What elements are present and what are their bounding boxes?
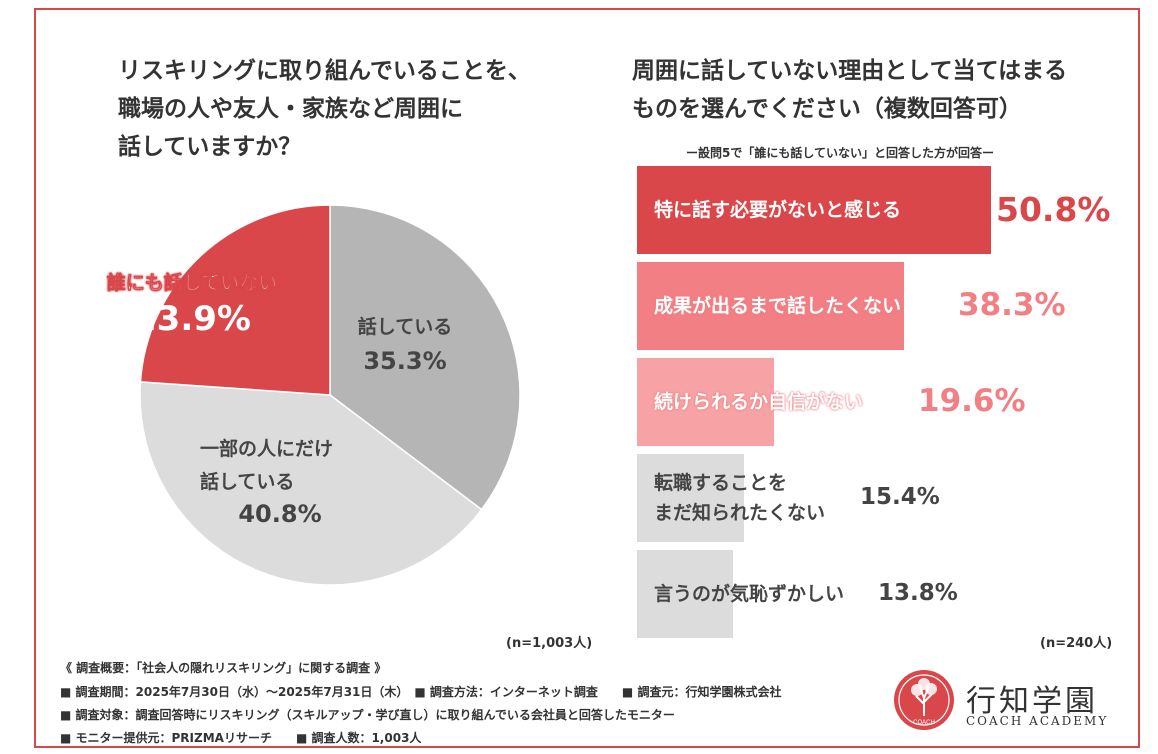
pie-label-value: 40.8% — [238, 500, 322, 528]
pie-label-nobody: 誰にも話していない 23.9% — [92, 268, 292, 339]
academy-logo-name: 行知学園 — [966, 684, 1098, 719]
bar-label-line: まだ知られたくない — [654, 502, 826, 524]
bar-2 — [637, 262, 904, 350]
pie-label-some-people: 一部の人にだけ 話している 40.8% — [200, 434, 360, 528]
pie-slice-some-people — [139, 381, 483, 586]
right-title-line: 周囲に話していない理由として当てはまる — [632, 58, 1068, 84]
bar-1 — [637, 166, 991, 254]
bar-label-4: 転職することをまだ知られたくない — [654, 468, 825, 528]
bar-label-5: 言うのが気恥ずかしい — [654, 579, 844, 609]
academy-logo-sub: COACH ACADEMY — [966, 714, 1109, 728]
bar-value-4: 15.4% — [860, 483, 940, 510]
pie-sample-size: (n=1,003人) — [506, 636, 593, 651]
pie-slice-nobody — [139, 204, 331, 396]
bar-label-line: 特に話す必要がないと感じる — [654, 199, 902, 221]
pie-label-value: 35.3% — [363, 347, 447, 375]
footer-line: ■ 調査対象：調査回答時にリスキリング（スキルアップ・学び直し）に取り組んでいる… — [60, 708, 675, 722]
bar-5 — [637, 550, 734, 638]
pie-slice-talking — [329, 204, 521, 511]
pie-label-text: 誰にも話していない — [106, 272, 278, 295]
right-question-title: 周囲に話していない理由として当てはまる ものを選んでください（複数回答可） — [632, 52, 1067, 128]
footer-line: ■ モニター提供元：PRIZMAリサーチ ■ 調査人数：1,003人 — [60, 731, 422, 745]
pie-label-text: 一部の人にだけ — [200, 438, 334, 460]
bar-value-2: 38.3% — [958, 286, 1066, 323]
left-title-line: リスキリングに取り組んでいることを、 — [118, 58, 531, 84]
pie-label-text: 話している — [200, 471, 295, 493]
bar-label-2: 成果が出るまで話したくない — [654, 291, 901, 321]
bar-3 — [637, 358, 774, 446]
footer-line: 《 調査概要：「社会人の隠れリスキリング」に関する調査 》 — [60, 661, 387, 675]
footer-line: ■ 調査期間：2025年7月30日（水）～2025年7月31日（木） ■ 調査方… — [60, 685, 782, 699]
bar-label-line: 転職することを — [654, 472, 788, 494]
bar-label-line: 続けられるか自信がない — [654, 391, 864, 413]
pie-label-talking: 話している 35.3% — [330, 312, 480, 375]
bar-value-1: 50.8% — [996, 189, 1111, 229]
pie-label-text: 話している — [357, 316, 453, 338]
bar-sample-size: (n=240人) — [1040, 636, 1113, 651]
right-note: ー設問5で「誰にも話していない」と回答した方が回答ー — [686, 146, 994, 160]
left-title-line: 話していますか？ — [118, 134, 302, 160]
bar-value-3: 19.6% — [918, 382, 1026, 419]
bar-label-line: 言うのが気恥ずかしい — [654, 583, 845, 605]
bar-label-line: 成果が出るまで話したくない — [654, 295, 902, 317]
seal-text: COACH — [913, 720, 935, 726]
bar-4 — [637, 454, 745, 542]
academy-seal-logo: COACH — [894, 670, 954, 730]
bar-label-1: 特に話す必要がないと感じる — [654, 195, 901, 225]
pie-label-value: 23.9% — [133, 299, 251, 339]
bar-label-3: 続けられるか自信がない — [654, 387, 863, 417]
left-title-line: 職場の人や友人・家族など周囲に — [118, 96, 463, 122]
bar-value-5: 13.8% — [878, 579, 958, 606]
left-question-title: リスキリングに取り組んでいることを、 職場の人や友人・家族など周囲に 話していま… — [118, 52, 531, 166]
right-title-line: ものを選んでください（複数回答可） — [632, 96, 1022, 122]
